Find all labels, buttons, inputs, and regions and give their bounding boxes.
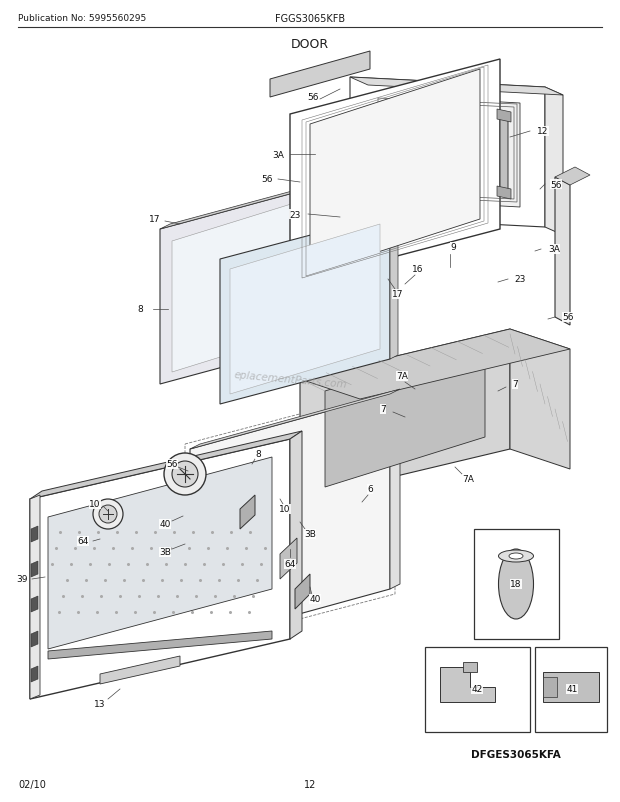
Polygon shape: [160, 175, 355, 229]
Ellipse shape: [99, 505, 117, 524]
Text: 41: 41: [566, 685, 578, 694]
Polygon shape: [31, 596, 38, 612]
Text: 23: 23: [290, 210, 301, 219]
Text: 39: 39: [16, 575, 28, 584]
Polygon shape: [555, 168, 590, 186]
Text: 56: 56: [562, 313, 574, 322]
Text: 18: 18: [510, 580, 522, 589]
Polygon shape: [474, 529, 559, 639]
Text: DOOR: DOOR: [291, 38, 329, 51]
Polygon shape: [290, 431, 302, 639]
Ellipse shape: [93, 500, 123, 529]
Polygon shape: [497, 110, 511, 123]
Ellipse shape: [172, 461, 198, 488]
Text: 16: 16: [412, 265, 423, 274]
Polygon shape: [280, 538, 297, 579]
Text: 6: 6: [367, 485, 373, 494]
Polygon shape: [300, 330, 510, 500]
Text: 17: 17: [149, 215, 161, 225]
Text: 56: 56: [308, 93, 319, 103]
Text: eplacementParts.com: eplacementParts.com: [233, 370, 347, 390]
Ellipse shape: [498, 550, 533, 562]
Text: 7: 7: [512, 380, 518, 389]
Text: DFGES3065KFA: DFGES3065KFA: [471, 749, 561, 759]
Polygon shape: [240, 496, 255, 529]
Polygon shape: [543, 672, 599, 702]
Text: 56: 56: [261, 176, 273, 184]
Text: 10: 10: [89, 500, 100, 508]
Ellipse shape: [509, 553, 523, 559]
Polygon shape: [350, 78, 563, 96]
Text: 40: 40: [309, 595, 321, 604]
Polygon shape: [497, 187, 511, 200]
Polygon shape: [390, 211, 398, 359]
Polygon shape: [295, 574, 310, 610]
Polygon shape: [172, 192, 333, 373]
Polygon shape: [30, 496, 40, 699]
Text: 40: 40: [159, 520, 170, 529]
Polygon shape: [190, 395, 390, 644]
Polygon shape: [31, 561, 38, 577]
Polygon shape: [425, 647, 530, 732]
Polygon shape: [31, 666, 38, 683]
Polygon shape: [555, 178, 570, 326]
Text: 12: 12: [538, 128, 549, 136]
Polygon shape: [300, 330, 570, 399]
Text: 7: 7: [380, 405, 386, 414]
Text: 64: 64: [285, 560, 296, 569]
Polygon shape: [30, 439, 290, 699]
Text: Publication No: 5995560295: Publication No: 5995560295: [18, 14, 146, 23]
Text: 3A: 3A: [548, 245, 560, 254]
Text: 7A: 7A: [396, 372, 408, 381]
Polygon shape: [500, 115, 508, 195]
Ellipse shape: [164, 453, 206, 496]
Text: 56: 56: [551, 180, 562, 189]
Text: 3B: 3B: [304, 530, 316, 539]
Polygon shape: [543, 677, 557, 697]
Text: 9: 9: [450, 243, 456, 252]
Polygon shape: [220, 215, 390, 404]
Polygon shape: [325, 342, 485, 488]
Polygon shape: [30, 431, 302, 500]
Polygon shape: [350, 78, 545, 228]
Polygon shape: [375, 96, 520, 208]
Text: 13: 13: [94, 699, 106, 709]
Polygon shape: [31, 526, 38, 542]
Polygon shape: [160, 180, 345, 384]
Polygon shape: [230, 225, 380, 395]
Text: FGGS3065KFB: FGGS3065KFB: [275, 14, 345, 24]
Polygon shape: [463, 662, 477, 672]
Polygon shape: [345, 175, 355, 334]
Text: 64: 64: [78, 537, 89, 546]
Ellipse shape: [498, 549, 533, 619]
Polygon shape: [48, 457, 272, 649]
Polygon shape: [100, 656, 180, 684]
Text: 12: 12: [304, 779, 316, 789]
Polygon shape: [390, 390, 400, 589]
Polygon shape: [31, 631, 38, 647]
Text: 3A: 3A: [272, 150, 284, 160]
Text: 10: 10: [279, 505, 291, 514]
Polygon shape: [535, 647, 607, 732]
Polygon shape: [290, 60, 500, 285]
Polygon shape: [190, 390, 400, 449]
Text: 8: 8: [255, 450, 261, 459]
Text: 17: 17: [392, 290, 404, 299]
Polygon shape: [270, 52, 370, 98]
Polygon shape: [310, 70, 480, 274]
Text: 23: 23: [515, 275, 526, 284]
Polygon shape: [510, 330, 570, 469]
Text: 8: 8: [137, 305, 143, 314]
Text: 56: 56: [166, 460, 178, 469]
Text: 02/10: 02/10: [18, 779, 46, 789]
Text: 42: 42: [471, 685, 482, 694]
Polygon shape: [48, 631, 272, 659]
Text: 3B: 3B: [159, 548, 171, 557]
Polygon shape: [545, 88, 563, 236]
Text: 7A: 7A: [462, 475, 474, 484]
Polygon shape: [440, 667, 495, 702]
